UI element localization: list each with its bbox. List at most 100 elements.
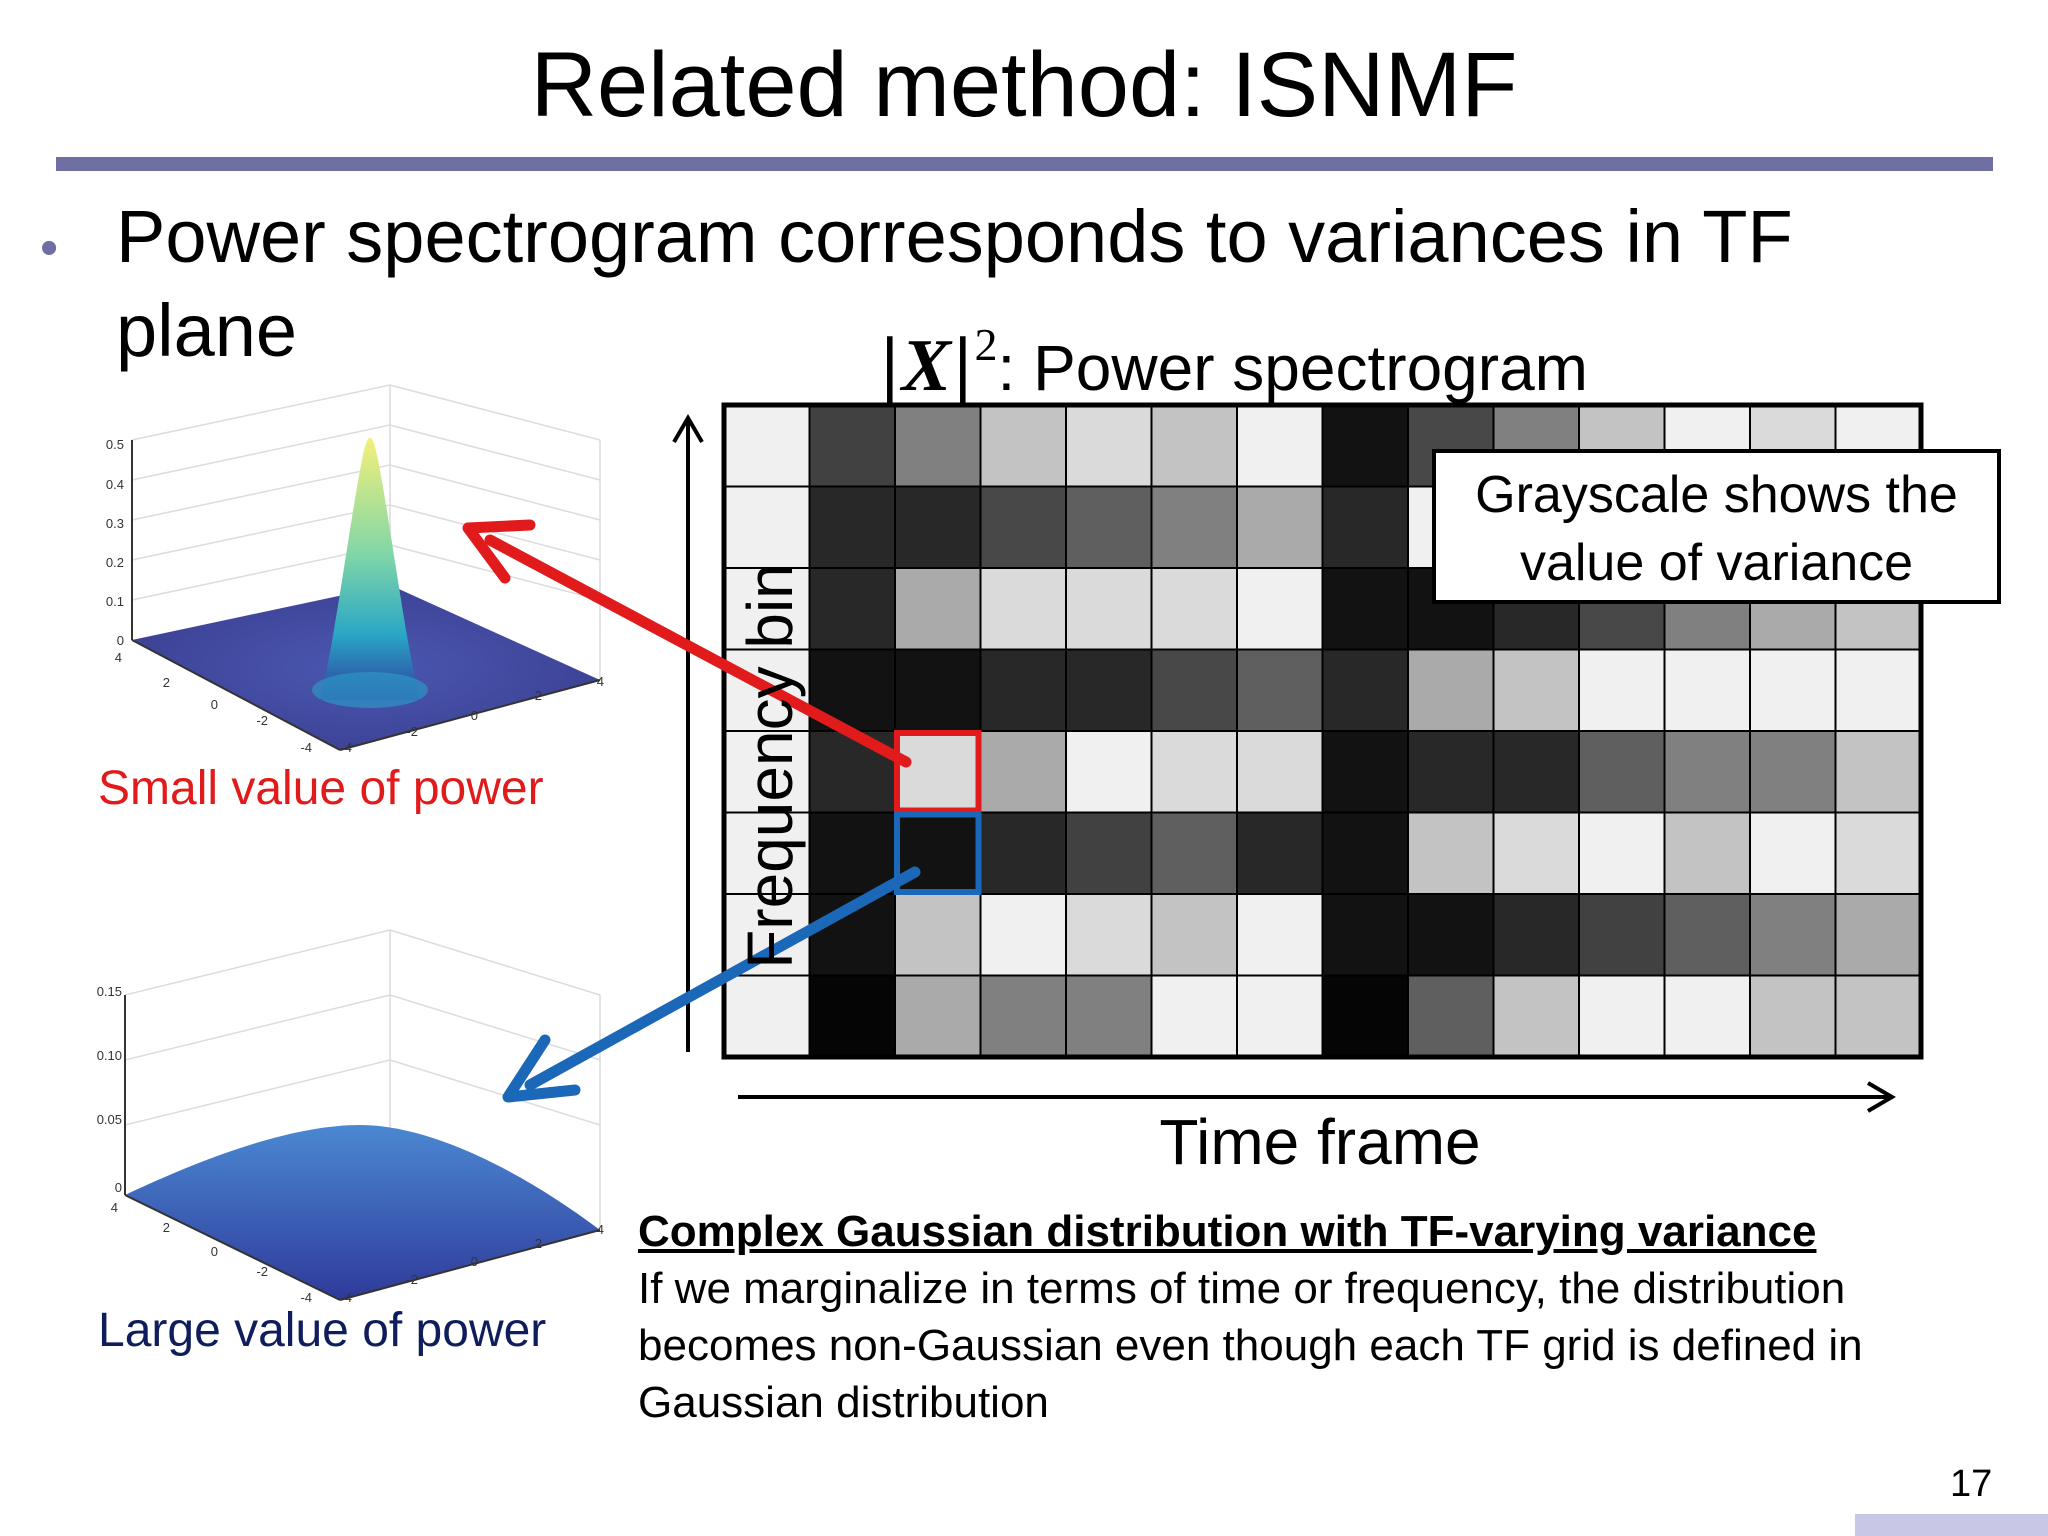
- large-plot-y-tick: -4: [340, 1290, 352, 1305]
- spectrogram-cell: [808, 485, 896, 569]
- spectrogram-cell: [1150, 893, 1238, 977]
- spectrogram-cell: [1065, 811, 1153, 895]
- page-number: 17: [1950, 1463, 1993, 1505]
- spectrogram-cell: [1492, 730, 1580, 814]
- large-power-plot: [124, 929, 601, 1301]
- small-plot-x-tick: 4: [115, 650, 122, 665]
- spectrogram-cell: [1150, 730, 1238, 814]
- small-plot-x-tick: -2: [256, 713, 268, 728]
- small-plot-z-tick: 0.3: [106, 516, 124, 531]
- large-plot-y-tick: 4: [597, 1222, 604, 1237]
- small-plot-peak-base: [312, 672, 428, 708]
- spectrogram-cell: [894, 567, 982, 651]
- large-plot-x-tick: 2: [163, 1220, 170, 1235]
- spectrogram-cell: [723, 404, 811, 488]
- spectrogram-cell: [1150, 974, 1238, 1058]
- spectrogram-cell: [1834, 648, 1922, 732]
- spectrogram-cell: [894, 648, 982, 732]
- spectrogram-cell: [1150, 485, 1238, 569]
- spectrogram-cell: [1407, 893, 1495, 977]
- spectrogram-cell: [1663, 811, 1751, 895]
- spectrogram-cell: [1834, 730, 1922, 814]
- spectrogram-cell: [979, 404, 1067, 488]
- spectrogram-cell: [1492, 893, 1580, 977]
- spectrogram-cell: [1065, 648, 1153, 732]
- spectrogram-cell: [1236, 485, 1324, 569]
- small-plot-peak: [320, 437, 420, 700]
- spectrogram-cell: [1492, 648, 1580, 732]
- spectrogram-cell: [979, 567, 1067, 651]
- spectrogram-cell: [1749, 648, 1837, 732]
- spectrogram-cell: [1407, 811, 1495, 895]
- spectrogram-cell: [1321, 893, 1409, 977]
- exponent: 2: [974, 319, 998, 370]
- spectrogram-cell: [1321, 648, 1409, 732]
- spectrogram-cell: [1065, 567, 1153, 651]
- spectrogram-cell: [1578, 811, 1666, 895]
- y-axis-label: Frequency bin: [734, 563, 806, 969]
- spectrogram-cell: [1065, 974, 1153, 1058]
- spectrogram-border: [721, 402, 1924, 1060]
- spectrogram-cell: [808, 974, 896, 1058]
- large-plot-dome: [125, 1125, 600, 1300]
- spectrogram-cell: [1150, 811, 1238, 895]
- small-plot-y-tick: 2: [535, 688, 542, 703]
- spectrogram-cell: [979, 485, 1067, 569]
- spectrogram-cell: [1236, 811, 1324, 895]
- spectrogram-cell: [1492, 974, 1580, 1058]
- spectrogram-cell: [1236, 974, 1324, 1058]
- description-heading: Complex Gaussian distribution with TF-va…: [638, 1207, 1817, 1256]
- spectrogram-cell: [1663, 648, 1751, 732]
- small-power-plot: [131, 384, 601, 751]
- spectrogram-cell: [1236, 567, 1324, 651]
- spectrogram-cell: [1663, 730, 1751, 814]
- page-number-bar: [1855, 1514, 2048, 1536]
- small-plot-y-tick: 0: [471, 708, 478, 723]
- large-plot-z-tick: 0.15: [97, 984, 122, 999]
- spectrogram-cell: [1321, 404, 1409, 488]
- slide-title: Related method: ISNMF: [530, 34, 1518, 136]
- title-underline: [56, 157, 1993, 171]
- spectrogram-cell: [808, 811, 896, 895]
- spectrogram-cell: [1150, 648, 1238, 732]
- spectrogram-cell: [979, 893, 1067, 977]
- spectrogram-cell: [1492, 811, 1580, 895]
- spectrogram-title-text: : Power spectrogram: [997, 332, 1588, 404]
- red-arrow: [462, 519, 912, 768]
- large-plot-z-tick: 0.10: [97, 1048, 122, 1063]
- spectrogram-cell: [1578, 893, 1666, 977]
- large-plot-x-tick: -2: [256, 1264, 268, 1279]
- spectrogram-cell: [1749, 893, 1837, 977]
- spectrogram-cell: [1150, 404, 1238, 488]
- spectrogram-cell: [723, 974, 811, 1058]
- large-plot-axes: [124, 995, 601, 1301]
- spectrogram-cell: [1749, 730, 1837, 814]
- spectrogram-cell: [1834, 811, 1922, 895]
- x-axis-label: Time frame: [1159, 1106, 1481, 1178]
- large-plot-y-tick: -2: [406, 1272, 418, 1287]
- small-plot-z-tick: 0.1: [106, 594, 124, 609]
- small-plot-axes: [131, 440, 601, 751]
- spectrogram-cell: [808, 567, 896, 651]
- spectrogram-cell: [1407, 974, 1495, 1058]
- spectrogram-cell: [894, 974, 982, 1058]
- spectrogram-cell: [1407, 648, 1495, 732]
- spectrogram-cell: [1578, 730, 1666, 814]
- large-plot-y-tick: 0: [471, 1254, 478, 1269]
- bullet-icon: •: [40, 219, 59, 277]
- spectrogram-cell: [1834, 974, 1922, 1058]
- spectrogram-cell: [1663, 974, 1751, 1058]
- spectrogram-cell: [1321, 811, 1409, 895]
- spectrogram-cell: [1065, 893, 1153, 977]
- large-plot-x-tick: -4: [300, 1290, 312, 1305]
- spectrogram-cell: [1663, 893, 1751, 977]
- spectrogram-cell: [894, 404, 982, 488]
- spectrogram-cell: [979, 648, 1067, 732]
- abs-bar-right: |: [950, 325, 975, 407]
- frequency-axis-arrow: [672, 414, 704, 1052]
- spectrogram-cell: [1749, 811, 1837, 895]
- small-plot-y-tick: -4: [340, 740, 352, 755]
- spectrogram-cell: [1321, 974, 1409, 1058]
- spectrogram-cell: [979, 730, 1067, 814]
